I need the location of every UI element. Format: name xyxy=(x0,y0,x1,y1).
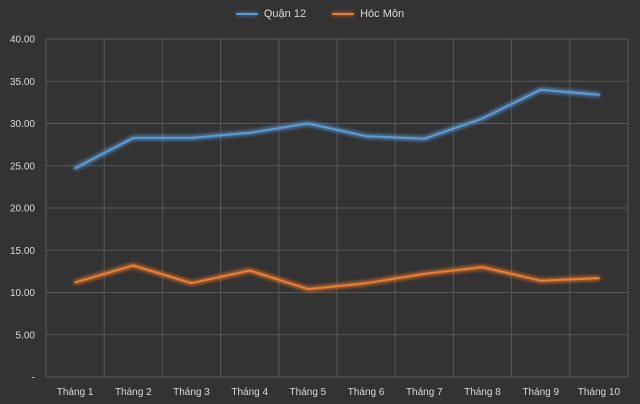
x-tick-label: Tháng 5 xyxy=(290,387,327,398)
legend: Quận 12 Hóc Môn xyxy=(0,8,640,20)
x-tick-label: Tháng 7 xyxy=(406,387,443,398)
y-tick-label: 40.00 xyxy=(10,35,35,46)
x-tick-label: Tháng 3 xyxy=(173,387,210,398)
legend-swatch-quan-12 xyxy=(235,13,258,15)
x-tick-label: Tháng 6 xyxy=(348,387,385,398)
y-tick-label: - xyxy=(32,373,35,384)
y-tick-label: 20.00 xyxy=(10,204,35,215)
legend-swatch-hoc-mon xyxy=(332,13,355,15)
y-tick-label: 25.00 xyxy=(10,161,35,172)
x-tick-label: Tháng 8 xyxy=(464,387,501,398)
legend-label-hoc-mon: Hóc Môn xyxy=(360,8,405,20)
y-tick-label: 10.00 xyxy=(10,288,35,299)
x-tick-label: Tháng 2 xyxy=(115,387,152,398)
legend-entry-hoc-mon: Hóc Môn xyxy=(332,8,404,20)
series-line-1 xyxy=(74,264,600,291)
y-tick-label: 30.00 xyxy=(10,119,35,130)
y-tick-label: 35.00 xyxy=(10,77,35,88)
legend-entry-quan-12: Quận 12 xyxy=(235,8,307,20)
y-tick-label: 15.00 xyxy=(10,246,35,257)
x-tick-label: Tháng 1 xyxy=(57,387,94,398)
x-tick-label: Tháng 10 xyxy=(578,387,621,398)
x-tick-label: Tháng 9 xyxy=(522,387,559,398)
x-tick-label: Tháng 4 xyxy=(231,387,268,398)
y-tick-label: 5.00 xyxy=(16,330,36,341)
series-line-0 xyxy=(74,88,600,170)
legend-label-quan-12: Quận 12 xyxy=(263,8,307,20)
